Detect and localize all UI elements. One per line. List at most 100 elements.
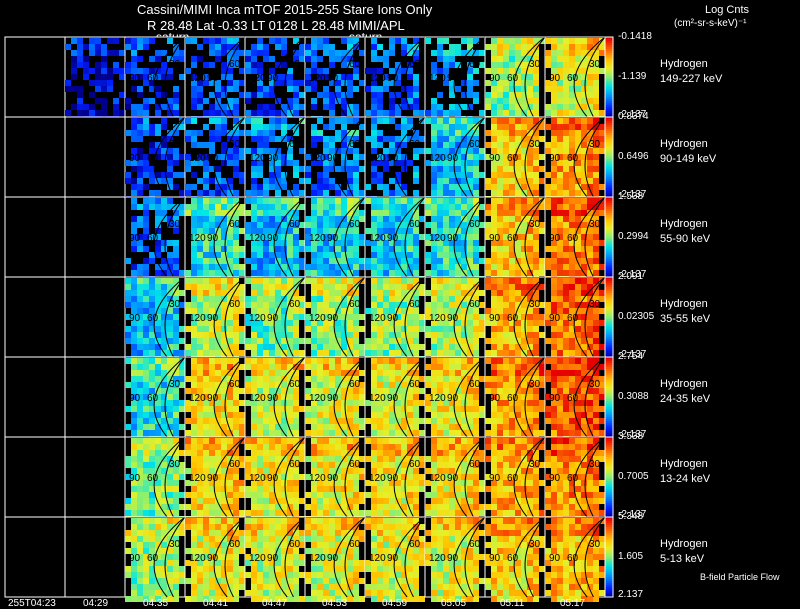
- heatmap-pixel: [263, 394, 269, 400]
- heatmap-pixel: [131, 430, 137, 436]
- heatmap-pixel: [233, 56, 239, 62]
- heatmap-pixel: [389, 296, 395, 302]
- colorbar-segment: [605, 205, 613, 207]
- heatmap-pixel: [413, 222, 419, 228]
- heatmap-pixel: [131, 290, 137, 296]
- heatmap-pixel: [395, 124, 401, 130]
- heatmap-pixel: [437, 110, 443, 116]
- heatmap-pixel: [395, 142, 401, 148]
- heatmap-pixel: [209, 38, 215, 44]
- heatmap-pixel: [173, 210, 179, 216]
- heatmap-pixel: [209, 252, 215, 258]
- heatmap-pixel: [191, 246, 197, 252]
- heatmap-pixel: [311, 80, 317, 86]
- heatmap-pixel: [305, 394, 311, 400]
- heatmap-pixel: [455, 210, 461, 216]
- heatmap-pixel: [263, 44, 269, 50]
- heatmap-pixel: [149, 98, 155, 104]
- heatmap-pixel: [263, 326, 269, 332]
- heatmap-pixel: [323, 204, 329, 210]
- heatmap-pixel: [515, 240, 521, 246]
- heatmap-pixel: [209, 210, 215, 216]
- contour-label: 60: [349, 379, 361, 390]
- heatmap-pixel: [197, 190, 203, 196]
- colorbar-segment: [605, 331, 613, 333]
- heatmap-pixel: [155, 370, 161, 376]
- heatmap-pixel: [407, 382, 413, 388]
- heatmap-pixel: [383, 424, 389, 430]
- heatmap-pixel: [287, 198, 293, 204]
- heatmap-pixel: [437, 314, 443, 320]
- heatmap-pixel: [215, 370, 221, 376]
- heatmap-pixel: [203, 210, 209, 216]
- heatmap-pixel: [173, 98, 179, 104]
- heatmap-pixel: [587, 270, 593, 276]
- heatmap-pixel: [593, 98, 599, 104]
- heatmap-pixel: [125, 172, 131, 178]
- heatmap-pixel: [149, 124, 155, 130]
- heatmap-pixel: [125, 278, 131, 284]
- heatmap-pixel: [581, 376, 587, 382]
- heatmap-pixel: [437, 68, 443, 74]
- heatmap-pixel: [473, 394, 479, 400]
- colorbar-segment: [605, 217, 613, 219]
- heatmap-pixel: [227, 222, 233, 228]
- heatmap-pixel: [329, 284, 335, 290]
- heatmap-pixel: [569, 62, 575, 68]
- heatmap-pixel: [191, 98, 197, 104]
- heatmap-pixel: [191, 270, 197, 276]
- heatmap-pixel: [257, 68, 263, 74]
- heatmap-pixel: [437, 382, 443, 388]
- heatmap-pixel: [233, 424, 239, 430]
- heatmap-pixel: [581, 148, 587, 154]
- heatmap-pixel: [143, 98, 149, 104]
- heatmap-pixel: [467, 308, 473, 314]
- heatmap-pixel: [359, 190, 365, 196]
- heatmap-pixel: [521, 278, 527, 284]
- heatmap-pixel: [455, 136, 461, 142]
- heatmap-pixel: [497, 190, 503, 196]
- heatmap-pixel: [527, 222, 533, 228]
- heatmap-pixel: [533, 56, 539, 62]
- heatmap-pixel: [551, 418, 557, 424]
- heatmap-pixel: [503, 406, 509, 412]
- heatmap-pixel: [491, 210, 497, 216]
- heatmap-pixel: [263, 110, 269, 116]
- heatmap-pixel: [233, 118, 239, 124]
- heatmap-pixel: [215, 86, 221, 92]
- heatmap-pixel: [191, 344, 197, 350]
- heatmap-pixel: [533, 382, 539, 388]
- heatmap-pixel: [335, 228, 341, 234]
- heatmap-pixel: [431, 130, 437, 136]
- heatmap-pixel: [263, 400, 269, 406]
- heatmap-pixel: [221, 394, 227, 400]
- heatmap-pixel: [287, 160, 293, 166]
- heatmap-pixel: [275, 118, 281, 124]
- heatmap-pixel: [401, 228, 407, 234]
- heatmap-pixel: [533, 172, 539, 178]
- heatmap-pixel: [485, 204, 491, 210]
- heatmap-pixel: [269, 204, 275, 210]
- heatmap-pixel: [407, 338, 413, 344]
- contour-label: 60: [289, 219, 301, 230]
- colorbar-segment: [605, 163, 613, 165]
- heatmap-pixel: [407, 86, 413, 92]
- heatmap-pixel: [371, 358, 377, 364]
- heatmap-pixel: [515, 246, 521, 252]
- heatmap-pixel: [251, 382, 257, 388]
- heatmap-pixel: [431, 370, 437, 376]
- heatmap-pixel: [581, 332, 587, 338]
- heatmap-pixel: [575, 190, 581, 196]
- heatmap-pixel: [467, 314, 473, 320]
- heatmap-pixel: [461, 406, 467, 412]
- heatmap-pixel: [371, 418, 377, 424]
- heatmap-pixel: [293, 406, 299, 412]
- colorbar-segment: [605, 173, 613, 175]
- colorbar-segment: [605, 185, 613, 187]
- heatmap-pixel: [323, 68, 329, 74]
- heatmap-pixel: [155, 56, 161, 62]
- heatmap-pixel: [197, 204, 203, 210]
- heatmap-pixel: [221, 86, 227, 92]
- heatmap-pixel: [533, 278, 539, 284]
- heatmap-pixel: [383, 320, 389, 326]
